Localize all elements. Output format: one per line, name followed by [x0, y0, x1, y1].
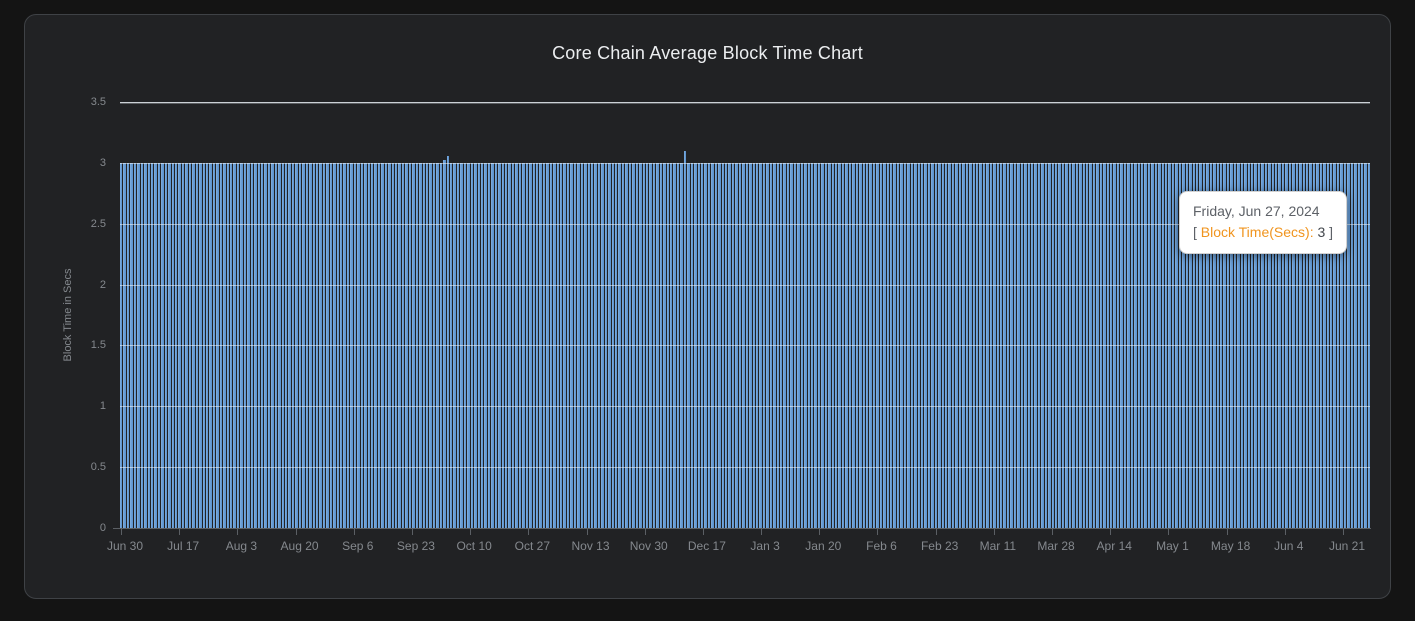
x-tick	[644, 529, 646, 535]
x-axis-line	[113, 528, 1371, 529]
gridline-y-3.5	[120, 102, 1370, 103]
bars-container	[120, 102, 1371, 528]
x-tick	[586, 529, 588, 535]
x-tick-label: Aug 3	[225, 539, 258, 553]
gridline-y-2.5	[120, 223, 1370, 225]
x-tick	[1284, 529, 1286, 535]
x-tick-label: Mar 11	[979, 539, 1017, 553]
x-tick-label: Oct 10	[456, 539, 492, 553]
tooltip-series-label: Block Time(Secs):	[1200, 224, 1314, 240]
x-tick	[470, 529, 472, 535]
y-tick-label: 2.5	[90, 217, 106, 230]
bar[interactable]	[683, 150, 687, 528]
tooltip-open-bracket: [	[1193, 224, 1197, 240]
x-tick	[411, 529, 413, 535]
x-tick-label: Jun 4	[1274, 539, 1304, 553]
x-tick	[1052, 529, 1054, 535]
y-tick-label: 1	[99, 400, 106, 413]
tooltip-close-bracket: ]	[1329, 224, 1334, 240]
y-tick-label: 0.5	[90, 461, 106, 474]
tooltip-date: Friday, Jun 27, 2024	[1193, 203, 1320, 219]
tooltip-value: 3	[1317, 224, 1326, 240]
gridline-y-1.5	[120, 345, 1370, 347]
x-tick	[179, 529, 181, 535]
x-tick	[121, 529, 122, 535]
x-tick	[237, 529, 239, 535]
x-tick-label: Nov 13	[571, 539, 610, 553]
x-tick-label: Mar 28	[1037, 539, 1075, 553]
tooltip-row: [ Block Time(Secs): 3 ]	[1193, 222, 1333, 243]
x-tick-label: Jan 20	[805, 539, 842, 553]
y-axis-title: Block Time in Secs	[62, 268, 74, 362]
x-tick	[1110, 529, 1112, 535]
x-tick-label: Nov 30	[629, 539, 668, 553]
bar[interactable]	[446, 155, 449, 528]
x-tick-label: Jan 3	[750, 539, 780, 553]
x-tick-label: Dec 17	[687, 539, 726, 553]
x-tick	[993, 529, 995, 535]
y-tick-label: 1.5	[90, 339, 106, 352]
chart-title: Core Chain Average Block Time Chart	[552, 43, 863, 63]
x-tick	[877, 529, 879, 535]
bar[interactable]	[443, 160, 446, 528]
plot-area	[120, 102, 1371, 528]
x-tick-label: Sep 23	[396, 539, 435, 553]
x-tick-label: May 18	[1210, 539, 1251, 553]
x-tick	[1343, 529, 1344, 535]
x-tick	[702, 529, 704, 535]
y-tick-label: 0	[99, 522, 106, 534]
x-tick	[819, 529, 821, 535]
x-tick	[935, 529, 937, 535]
x-tick-label: Apr 14	[1096, 539, 1132, 553]
x-tick-label: Feb 6	[866, 539, 897, 553]
y-tick-label: 3	[99, 156, 106, 169]
gridline-y-2	[120, 284, 1370, 286]
chart-tooltip: Friday, Jun 27, 2024 [ Block Time(Secs):…	[1179, 191, 1348, 254]
x-tick-label: May 1	[1156, 539, 1189, 553]
x-tick	[1168, 529, 1170, 535]
chart-panel: Core Chain Average Block Time Chart Bloc…	[24, 14, 1391, 599]
x-tick-label: Jun 30	[106, 539, 144, 553]
x-tick	[528, 529, 530, 535]
x-tick	[353, 529, 355, 535]
x-tick	[1226, 529, 1228, 535]
gridline-y-3	[120, 162, 1370, 164]
gridline-y-0.5	[120, 467, 1370, 469]
x-tick-label: Aug 20	[280, 539, 319, 553]
x-tick-label: Sep 6	[342, 539, 374, 553]
gridline-y-1	[120, 406, 1370, 408]
x-tick	[761, 529, 763, 535]
y-tick-label: 3.5	[90, 96, 106, 108]
x-tick-label: Jul 17	[167, 539, 200, 553]
x-tick-label: Jun 21	[1328, 539, 1366, 553]
y-tick-label: 2	[99, 278, 106, 291]
x-tick	[295, 529, 297, 535]
x-tick-label: Oct 27	[514, 539, 551, 553]
x-tick-label: Feb 23	[920, 539, 959, 553]
